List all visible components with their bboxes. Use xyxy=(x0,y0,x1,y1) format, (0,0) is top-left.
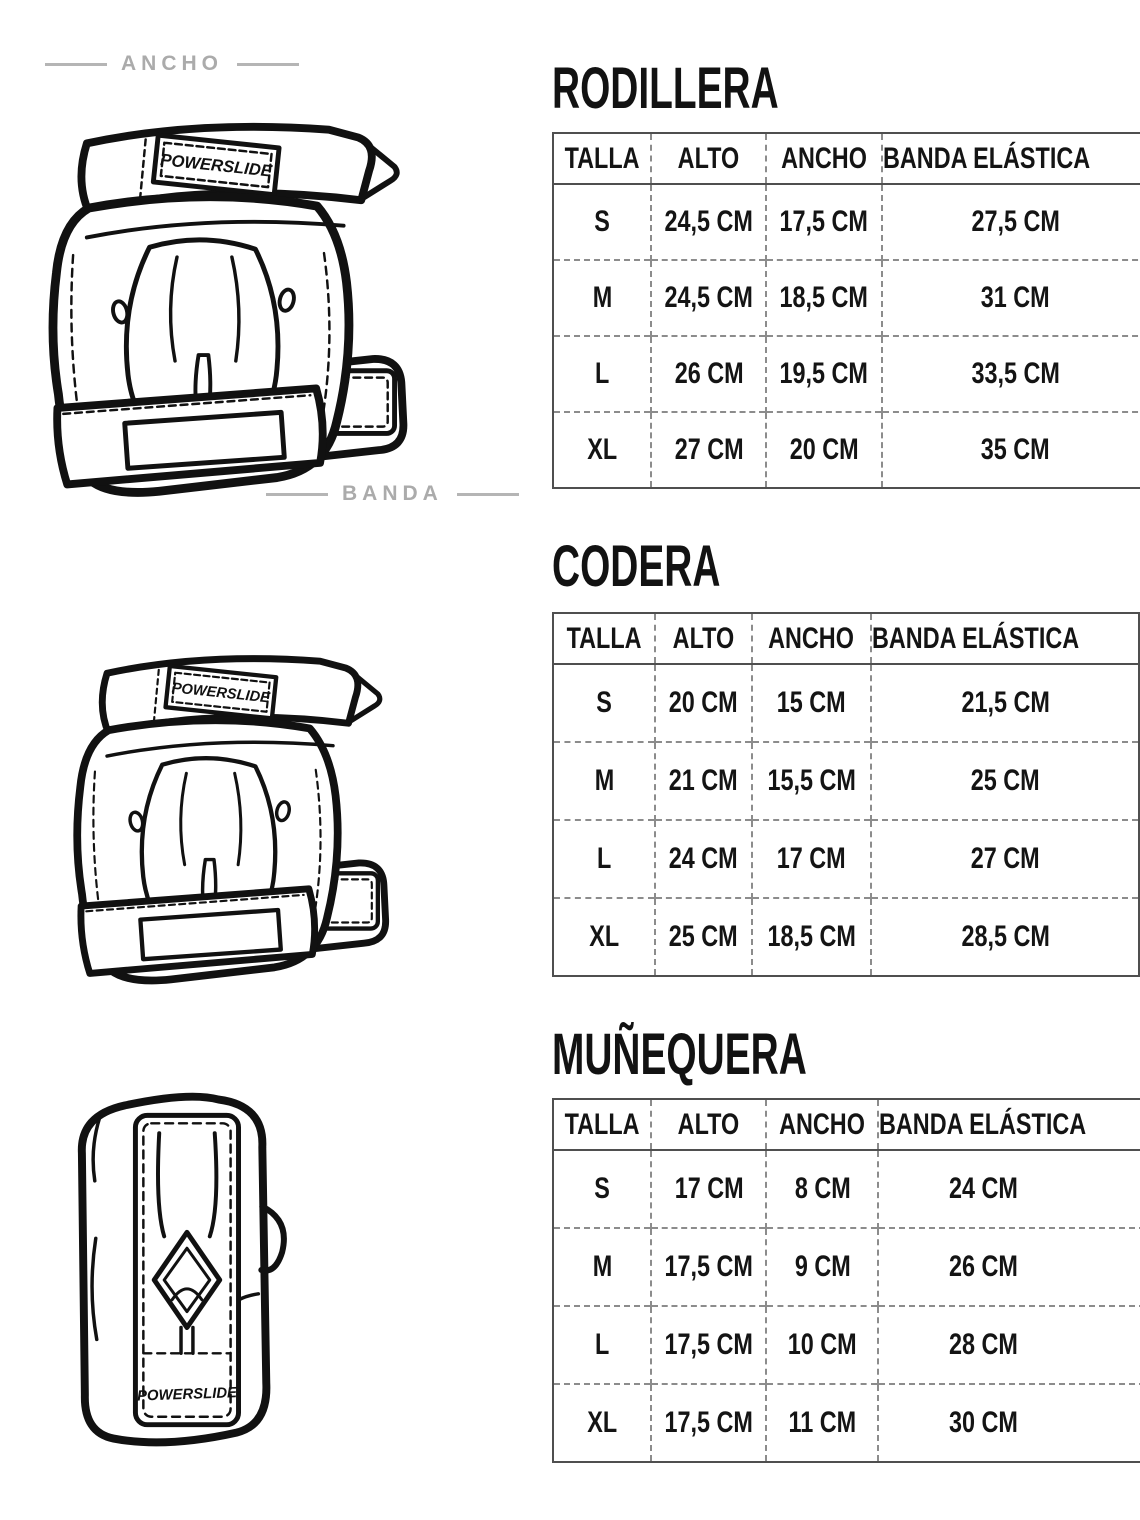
column-header-talla: TALLA xyxy=(553,1099,652,1151)
ancho-cell: 18,5 CM xyxy=(765,259,882,336)
munequera-size-table: TALLA ALTO ANCHO BANDA ELÁSTICA S 17 CM … xyxy=(552,1098,1140,1463)
table-row: XL 25 CM 18,5 CM 28,5 CM xyxy=(553,897,1139,976)
section-title-munequera: MUÑEQUERA xyxy=(552,1022,807,1087)
alto-cell: 27 CM xyxy=(650,411,767,488)
column-header-talla: TALLA xyxy=(553,133,652,185)
table-row: XL 27 CM 20 CM 35 CM xyxy=(553,411,1140,488)
alto-cell: 24 CM xyxy=(654,819,752,898)
measure-dash-left xyxy=(45,62,107,66)
banda-cell: 27,5 CM xyxy=(880,184,1140,260)
size-cell: S xyxy=(596,686,613,719)
size-cell: XL xyxy=(553,411,652,488)
alto-cell: 26 CM xyxy=(650,335,767,412)
alto-cell: 17,5 CM xyxy=(650,1227,767,1306)
measure-dash-right xyxy=(237,62,299,66)
rodillera-size-table: TALLA ALTO ANCHO BANDA ELÁSTICA S 24,5 C… xyxy=(552,132,1140,489)
column-header-talla: TALLA xyxy=(553,613,656,665)
alto-cell: 17,5 CM xyxy=(650,1305,767,1384)
size-cell: XL xyxy=(553,897,656,976)
table-row: S 20 CM 15 CM 21,5 CM xyxy=(553,664,1139,742)
table-row: L 17,5 CM 10 CM 28 CM xyxy=(553,1305,1140,1384)
ancho-cell: 20 CM xyxy=(765,411,882,488)
ancho-cell: 8 CM xyxy=(765,1150,879,1228)
measure-dash-left xyxy=(266,492,328,496)
alto-cell: 24,5 CM xyxy=(650,184,767,260)
size-cell: M xyxy=(553,1227,652,1306)
banda-cell: 25 CM xyxy=(870,741,1139,820)
alto-cell: 25 CM xyxy=(654,897,752,976)
brand-label: POWERSLIDE xyxy=(137,1385,238,1405)
column-header-alto: ALTO xyxy=(650,1099,767,1151)
ancho-cell: 11 CM xyxy=(765,1383,879,1462)
table-row: M 21 CM 15,5 CM 25 CM xyxy=(553,741,1139,820)
table-row: L 26 CM 19,5 CM 33,5 CM xyxy=(553,335,1140,412)
table-header-row: TALLA ALTO ANCHO BANDA ELÁSTICA xyxy=(553,1099,1140,1151)
size-cell: M xyxy=(553,259,652,336)
banda-cell: 28 CM xyxy=(877,1305,1140,1384)
banda-cell: 30 CM xyxy=(877,1383,1140,1462)
measure-dash-right xyxy=(456,492,519,496)
codera-size-table: TALLA ALTO ANCHO BANDA ELÁSTICA S 20 CM … xyxy=(552,612,1140,977)
table-row: S 24,5 CM 17,5 CM 27,5 CM xyxy=(553,184,1140,260)
size-cell: L xyxy=(553,819,656,898)
ancho-cell: 17 CM xyxy=(750,819,872,898)
banda-cell: 24 CM xyxy=(877,1150,1140,1228)
banda-cell: 33,5 CM xyxy=(880,335,1140,412)
ancho-cell: 15,5 CM xyxy=(750,741,872,820)
column-header-banda: BANDA ELÁSTICA xyxy=(877,1099,1140,1151)
size-cell: L xyxy=(553,1305,652,1384)
elbow-pad-illustration xyxy=(57,642,402,996)
width-label-text: ANCHO xyxy=(121,52,223,75)
wrist-guard-illustration: POWERSLIDE xyxy=(77,1092,287,1447)
column-header-alto: ALTO xyxy=(654,613,752,665)
band-label-text: BANDA xyxy=(342,482,443,505)
table-row: M 24,5 CM 18,5 CM 31 CM xyxy=(553,259,1140,336)
size-cell: S xyxy=(594,1172,610,1205)
band-measure-label: BANDA xyxy=(266,482,519,506)
alto-cell: 17,5 CM xyxy=(650,1383,767,1462)
column-header-ancho: ANCHO xyxy=(765,1099,879,1151)
ancho-cell: 15 CM xyxy=(750,664,872,742)
alto-cell: 24,5 CM xyxy=(650,259,767,336)
column-header-ancho: ANCHO xyxy=(765,133,882,185)
alto-cell: 21 CM xyxy=(654,741,752,820)
banda-cell: 26 CM xyxy=(877,1227,1140,1306)
alto-cell: 17 CM xyxy=(650,1150,767,1228)
ancho-cell: 17,5 CM xyxy=(765,184,882,260)
table-row: XL 17,5 CM 11 CM 30 CM xyxy=(553,1383,1140,1462)
column-header-banda: BANDA ELÁSTICA xyxy=(880,133,1140,185)
section-title-rodillera: RODILLERA xyxy=(552,56,779,121)
ancho-cell: 19,5 CM xyxy=(765,335,882,412)
section-title-codera: CODERA xyxy=(552,534,721,599)
width-measure-label: ANCHO xyxy=(45,52,299,76)
banda-cell: 21,5 CM xyxy=(870,664,1139,742)
column-header-banda: BANDA ELÁSTICA xyxy=(870,613,1139,665)
banda-cell: 35 CM xyxy=(880,411,1140,488)
banda-cell: 31 CM xyxy=(880,259,1140,336)
size-cell: M xyxy=(553,741,656,820)
banda-cell: 27 CM xyxy=(870,819,1139,898)
size-cell: L xyxy=(553,335,652,412)
size-cell: S xyxy=(594,205,610,238)
banda-cell: 28,5 CM xyxy=(870,897,1139,976)
size-cell: XL xyxy=(553,1383,652,1462)
alto-cell: 20 CM xyxy=(654,664,752,742)
table-header-row: TALLA ALTO ANCHO BANDA ELÁSTICA xyxy=(553,133,1140,185)
knee-pad-illustration xyxy=(30,108,422,510)
table-header-row: TALLA ALTO ANCHO BANDA ELÁSTICA xyxy=(553,613,1139,665)
column-header-alto: ALTO xyxy=(650,133,767,185)
ancho-cell: 10 CM xyxy=(765,1305,879,1384)
ancho-cell: 18,5 CM xyxy=(750,897,872,976)
table-row: M 17,5 CM 9 CM 26 CM xyxy=(553,1227,1140,1306)
table-row: S 17 CM 8 CM 24 CM xyxy=(553,1150,1140,1228)
ancho-cell: 9 CM xyxy=(765,1227,879,1306)
table-row: L 24 CM 17 CM 27 CM xyxy=(553,819,1139,898)
column-header-ancho: ANCHO xyxy=(750,613,872,665)
